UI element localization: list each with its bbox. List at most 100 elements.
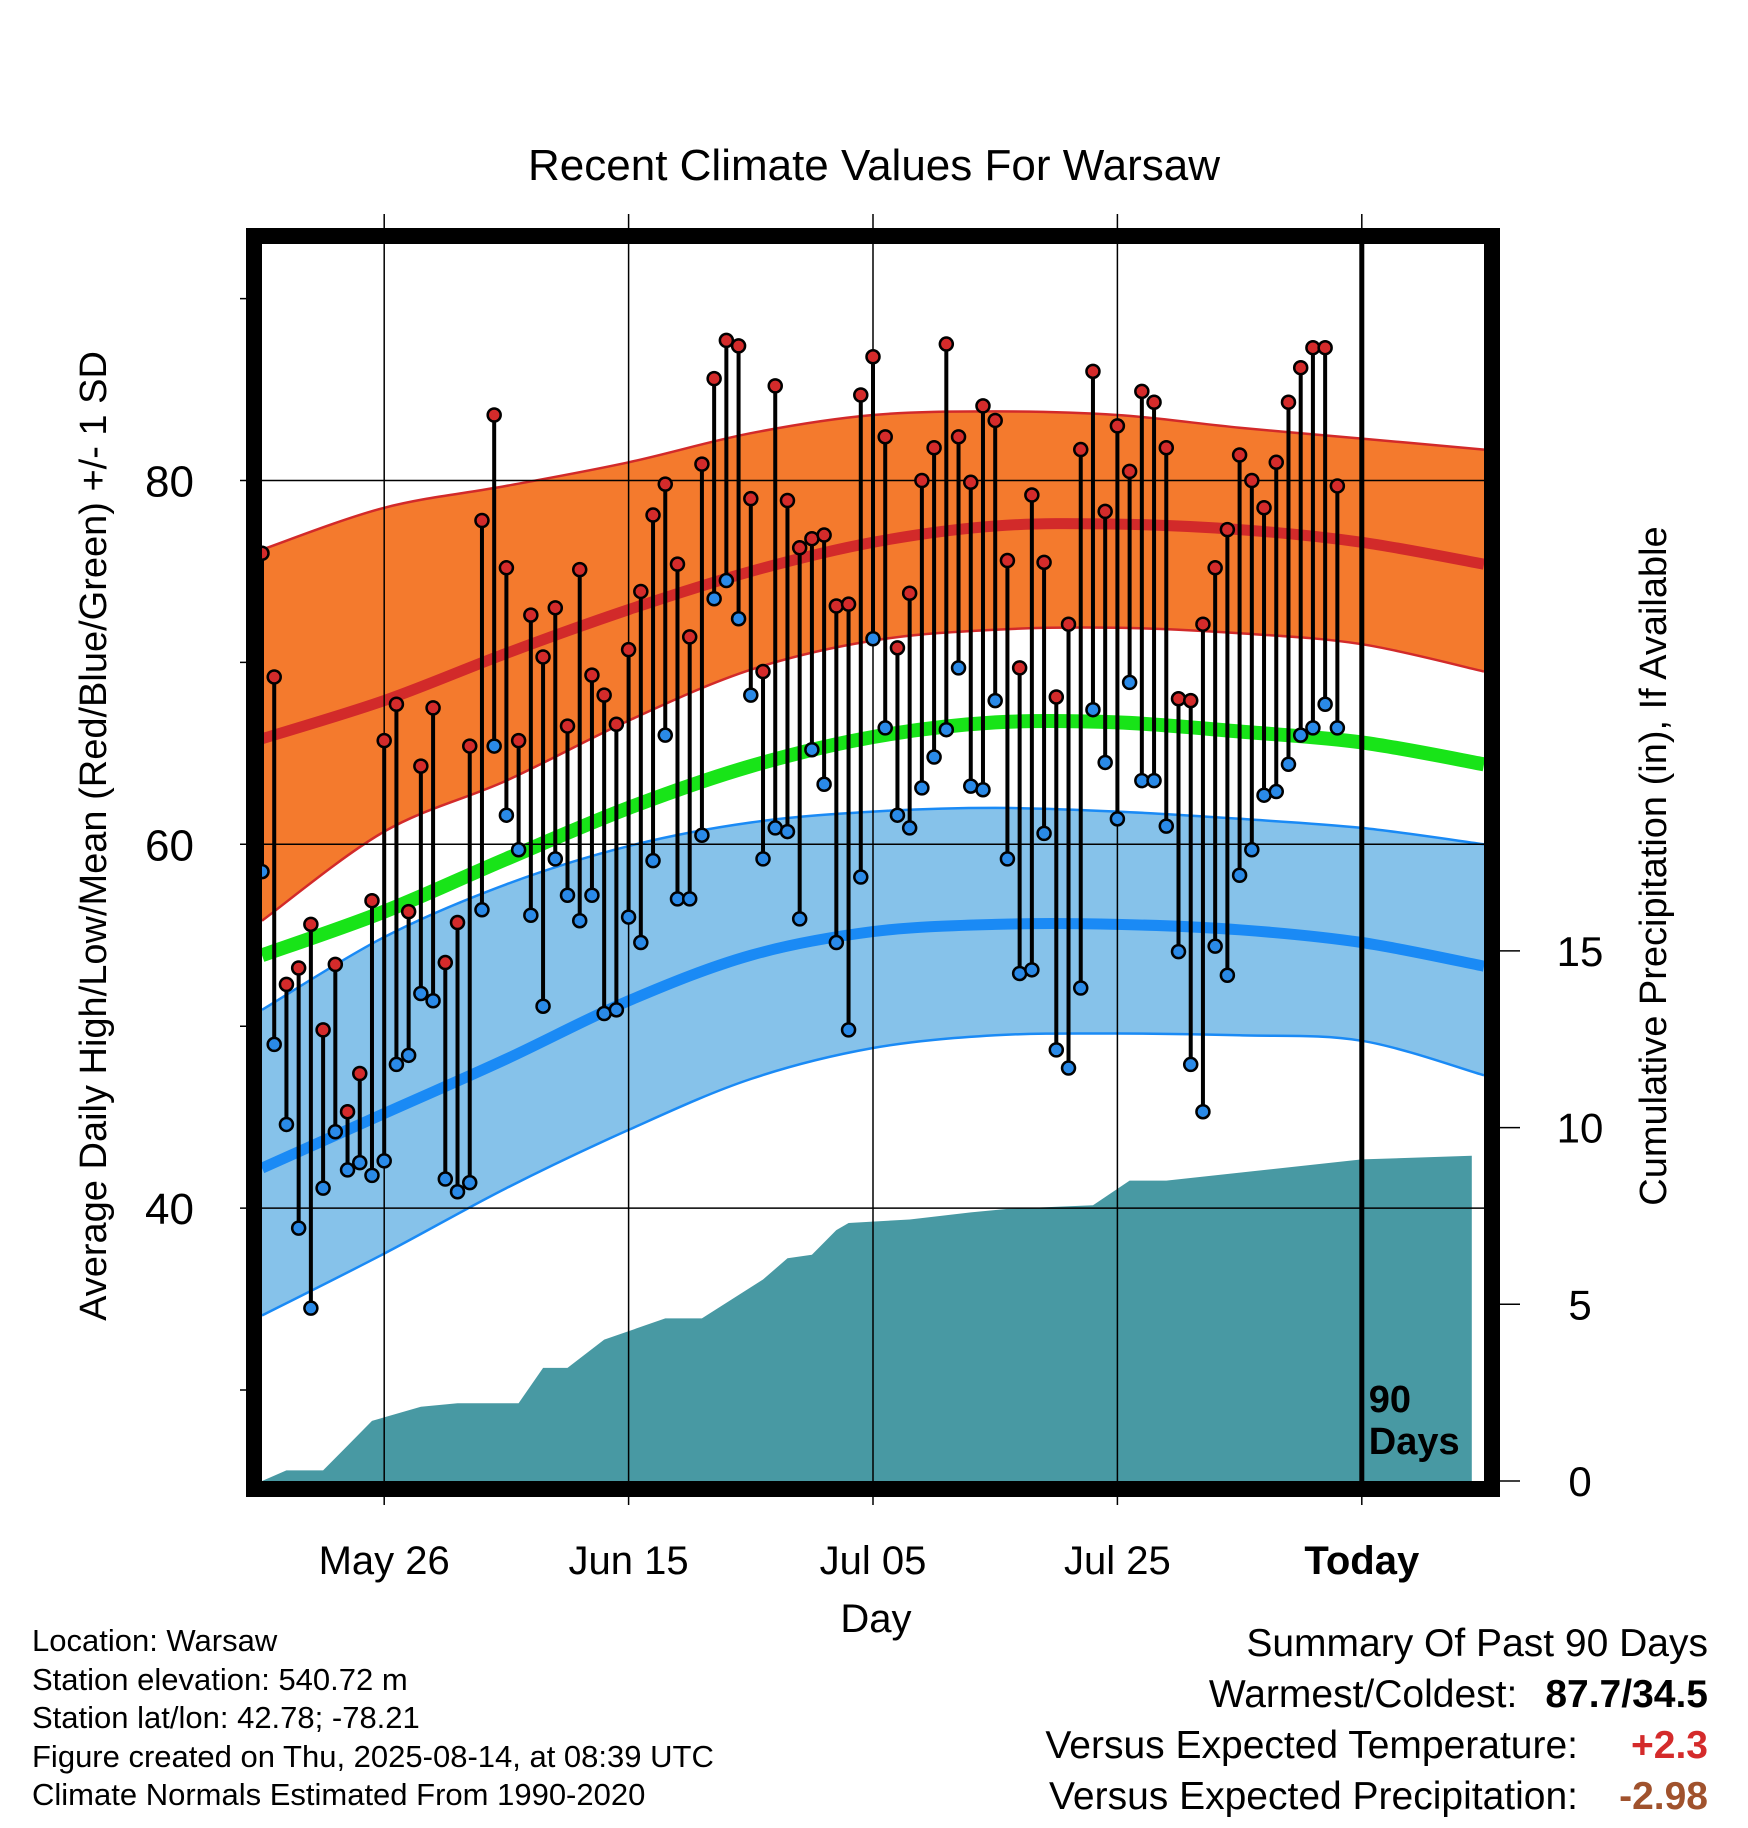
daily-high-point xyxy=(1097,503,1113,520)
y-tick-label: 80 xyxy=(145,457,194,506)
daily-low-point xyxy=(1158,818,1175,834)
daily-low-point xyxy=(730,610,747,627)
daily-low-point xyxy=(339,1162,356,1178)
precipitation-area xyxy=(262,1155,1472,1481)
daily-low-point xyxy=(681,891,698,907)
daily-low-point xyxy=(620,909,637,925)
y2-tick-label: 5 xyxy=(1568,1281,1591,1328)
station-info: Location: Warsaw Station elevation: 540.… xyxy=(32,1622,714,1815)
plot-frame xyxy=(246,228,1500,1497)
daily-low-point xyxy=(400,1047,417,1064)
daily-high-point xyxy=(608,716,625,732)
y2-tick-label: 15 xyxy=(1557,928,1604,975)
daily-high-point xyxy=(1195,616,1211,632)
daily-high-point xyxy=(1060,616,1077,632)
daily-low-point xyxy=(278,1116,295,1133)
daily-low-point xyxy=(571,912,588,929)
daily-low-point xyxy=(901,820,918,836)
daily-high-point xyxy=(376,732,392,749)
daily-high-point xyxy=(694,456,710,472)
daily-low-point xyxy=(889,807,906,823)
daily-high-point xyxy=(681,629,698,645)
daily-low-point xyxy=(1207,938,1223,954)
daily-high-point xyxy=(1268,454,1285,471)
daily-low-point xyxy=(413,985,429,1002)
daily-low-point xyxy=(364,1167,380,1184)
daily-low-point xyxy=(1182,1056,1199,1073)
daily-low-point xyxy=(1292,727,1309,743)
daily-high-point xyxy=(926,439,942,456)
daily-high-point xyxy=(657,476,674,492)
summary-temp: Versus Expected Temperature: +2.3 xyxy=(1045,1720,1708,1771)
daily-high-point xyxy=(364,892,380,909)
summary-heading: Summary Of Past 90 Days xyxy=(1246,1622,1708,1665)
daily-high-point xyxy=(987,412,1003,429)
daily-low-point xyxy=(449,1184,466,1200)
station-latlon: Station lat/lon: 42.78; -78.21 xyxy=(32,1700,420,1735)
daily-low-point xyxy=(327,1123,344,1140)
daily-low-point xyxy=(1085,701,1101,718)
daily-low-point xyxy=(877,720,893,736)
daily-high-point xyxy=(620,641,637,658)
daily-high-point xyxy=(327,956,344,973)
daily-low-point xyxy=(1097,754,1113,771)
daily-high-point xyxy=(413,758,429,774)
daily-low-point xyxy=(926,749,942,765)
daily-high-point xyxy=(1329,478,1346,494)
warm-cold-value: 87.7/34.5 xyxy=(1545,1673,1708,1716)
y-axis-label: Average Daily High/Low/Mean (Red/Blue/Gr… xyxy=(73,351,115,1321)
daily-high-point xyxy=(1219,521,1236,538)
daily-high-point xyxy=(1072,441,1089,458)
daily-low-point xyxy=(1268,783,1285,800)
daily-low-point xyxy=(828,934,845,951)
daily-high-point xyxy=(339,1103,356,1120)
daily-low-point xyxy=(266,1036,282,1053)
daily-high-point xyxy=(877,429,893,445)
daily-low-point xyxy=(1219,967,1236,984)
daily-high-point xyxy=(461,738,478,754)
daily-low-point xyxy=(1170,943,1187,960)
daily-low-point xyxy=(987,692,1003,709)
daily-high-point xyxy=(437,954,454,971)
figure-created: Figure created on Thu, 2025-08-14, at 08… xyxy=(32,1738,714,1774)
daily-high-point xyxy=(266,669,282,685)
daily-high-point xyxy=(303,916,319,933)
daily-low-point xyxy=(1121,674,1138,691)
daily-high-point xyxy=(486,407,502,423)
daily-high-point xyxy=(645,507,661,523)
daily-high-point xyxy=(1207,560,1223,576)
daily-high-point xyxy=(1292,359,1309,376)
daily-low-point xyxy=(474,902,490,918)
daily-low-point xyxy=(1305,720,1321,736)
daily-low-point xyxy=(584,887,600,903)
daily-high-point xyxy=(950,429,967,445)
daily-low-point xyxy=(535,998,551,1014)
daily-high-point xyxy=(1024,487,1040,503)
x-tick-label: Jul 05 xyxy=(820,1539,927,1583)
daily-low-point xyxy=(694,827,710,843)
daily-low-point xyxy=(706,590,722,607)
daily-high-point xyxy=(315,1022,331,1038)
daily-low-point xyxy=(290,1220,307,1236)
daily-low-point xyxy=(743,687,759,703)
daily-low-point xyxy=(791,911,808,927)
daily-high-point xyxy=(743,490,759,507)
chart-title: Recent Climate Values For Warsaw xyxy=(528,141,1220,190)
daily-high-point xyxy=(1182,692,1199,709)
daily-high-point xyxy=(510,732,527,749)
daily-low-point xyxy=(547,851,564,867)
daily-low-point xyxy=(1244,842,1260,858)
daily-high-point xyxy=(999,552,1016,569)
today-marker-label-days: Days xyxy=(1369,1421,1460,1463)
daily-low-point xyxy=(938,721,955,738)
x-tick-label: Jul 25 xyxy=(1064,1539,1171,1583)
daily-low-point xyxy=(865,630,881,647)
daily-high-point xyxy=(1146,394,1162,411)
station-location: Location: Warsaw xyxy=(32,1623,278,1658)
daily-high-point xyxy=(290,960,307,976)
daily-low-point xyxy=(1280,756,1297,773)
daily-high-point xyxy=(975,398,991,414)
daily-high-point xyxy=(584,667,600,683)
warm-cold-label: Warmest/Coldest: xyxy=(1208,1673,1518,1716)
daily-high-point xyxy=(1280,394,1297,411)
